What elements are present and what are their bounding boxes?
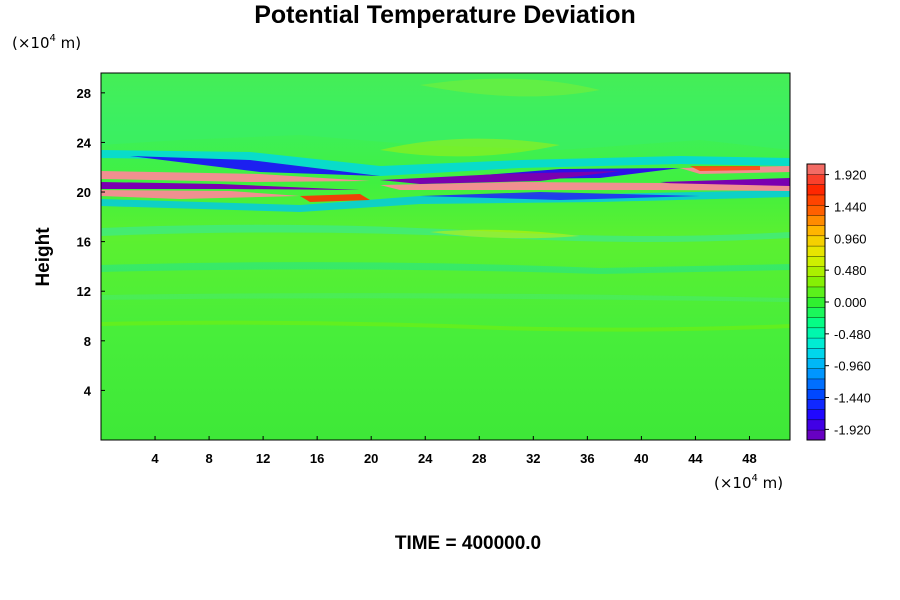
plot-area xyxy=(100,72,791,441)
colorbar-tick-label: -0.960 xyxy=(834,359,871,374)
colorbar-swatch xyxy=(806,276,826,288)
field-band xyxy=(101,190,300,199)
y-tick-label: 28 xyxy=(77,86,91,101)
x-tick-label: 40 xyxy=(634,451,648,466)
colorbar-swatch xyxy=(806,419,826,431)
colorbar-tick-label: -1.920 xyxy=(834,422,871,437)
colorbar-swatch xyxy=(806,378,826,390)
x-tick-label: 4 xyxy=(151,451,159,466)
colorbar-swatch xyxy=(806,429,826,441)
y-tick-label: 4 xyxy=(84,383,92,398)
x-tick-label: 20 xyxy=(364,451,378,466)
colorbar-swatch xyxy=(806,255,826,267)
x-tick-label: 36 xyxy=(580,451,594,466)
x-tick-label: 8 xyxy=(205,451,212,466)
plot-frame xyxy=(100,72,791,441)
field-band xyxy=(101,320,790,332)
colorbar-tick-label: -1.440 xyxy=(834,391,871,406)
field-band xyxy=(380,171,620,184)
colorbar-swatch xyxy=(806,409,826,421)
colorbar-tick-label: 0.480 xyxy=(834,263,867,278)
field-band xyxy=(420,78,600,97)
y-tick-label: 20 xyxy=(77,185,91,200)
colorbar-swatch xyxy=(806,235,826,247)
x-tick-label: 16 xyxy=(310,451,324,466)
colorbar-swatch xyxy=(806,163,826,175)
colorbar-swatch xyxy=(806,184,826,196)
x-tick-label: 32 xyxy=(526,451,540,466)
colorbar-swatch xyxy=(806,327,826,339)
colorbar-tick-label: 1.920 xyxy=(834,168,867,183)
field-band xyxy=(420,192,700,200)
y-tick-label: 24 xyxy=(77,135,92,150)
colorbar-swatch xyxy=(806,337,826,349)
field-band xyxy=(101,150,790,176)
x-tick-label: 24 xyxy=(418,451,433,466)
colorbar-swatch xyxy=(806,296,826,308)
colorbar-swatch xyxy=(806,174,826,185)
colorbar xyxy=(806,163,826,441)
colorbar-swatch xyxy=(806,388,826,400)
field-band xyxy=(690,166,760,171)
x-tick-label: 12 xyxy=(256,451,270,466)
field-band xyxy=(101,73,790,150)
field-band xyxy=(380,182,790,191)
colorbar-tick-label: -0.480 xyxy=(834,327,871,342)
field-band xyxy=(380,138,560,157)
colorbar-swatch xyxy=(806,214,826,226)
colorbar-swatch xyxy=(806,398,826,410)
y-unit-label: (×104 m) xyxy=(12,33,81,52)
colorbar-swatch xyxy=(806,286,826,298)
colorbar-swatch xyxy=(806,317,826,329)
colorbar-swatch xyxy=(806,204,826,216)
y-tick-label: 8 xyxy=(84,334,91,349)
y-tick-label: 16 xyxy=(77,235,91,250)
field-band xyxy=(101,293,790,302)
field-band xyxy=(430,229,580,239)
y-tick-label: 12 xyxy=(77,284,91,299)
field-band xyxy=(101,262,790,274)
colorbar-swatch xyxy=(806,306,826,318)
colorbar-swatch xyxy=(806,358,826,369)
x-tick-label: 28 xyxy=(472,451,486,466)
colorbar-swatch xyxy=(806,266,826,277)
field-band xyxy=(101,182,360,190)
field-layer xyxy=(101,73,790,332)
field-band xyxy=(300,194,370,202)
x-tick-label: 48 xyxy=(742,451,756,466)
x-unit-label: (×104 m) xyxy=(714,473,783,492)
colorbar-swatch xyxy=(806,368,826,380)
field-band xyxy=(101,171,370,182)
x-tick-label: 44 xyxy=(688,451,703,466)
colorbar-swatch xyxy=(806,194,826,206)
colorbar-labels: 1.920 1.440 0.960 0.480 0.000 -0.480 -0.960 -1.… xyxy=(825,168,871,437)
colorbar-tick-label: 1.440 xyxy=(834,199,867,214)
colorbar-swatch xyxy=(806,225,826,237)
chart-title: Potential Temperature Deviation xyxy=(254,1,636,29)
x-axis-ticks: 4 8 12 16 20 24 28 32 36 40 44 48 xyxy=(151,436,757,466)
y-axis-ticks: 4 8 12 16 20 24 28 xyxy=(77,86,105,398)
time-label: TIME = 400000.0 xyxy=(395,533,541,554)
colorbar-tick-label: 0.960 xyxy=(834,231,867,246)
y-axis-label: Height xyxy=(33,227,54,287)
field-band xyxy=(130,156,380,176)
colorbar-swatch xyxy=(806,347,826,359)
colorbar-swatch xyxy=(806,245,826,257)
colorbar-tick-label: 0.000 xyxy=(834,295,867,310)
